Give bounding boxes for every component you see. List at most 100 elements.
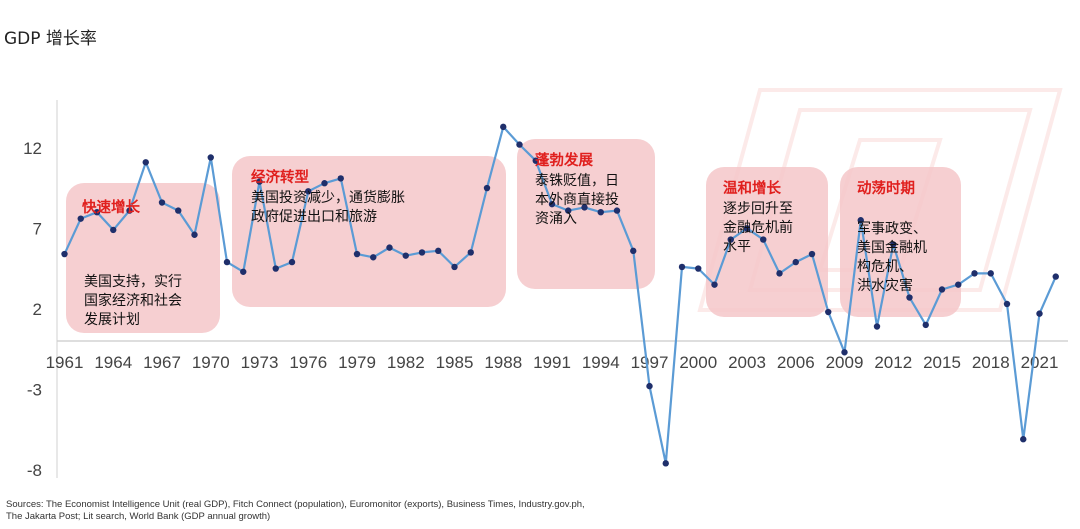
x-tick-label: 1982 xyxy=(387,353,425,372)
annotation-line: 构危机、 xyxy=(857,259,913,275)
x-tick-label: 1976 xyxy=(289,353,327,372)
data-point xyxy=(792,258,799,266)
data-point xyxy=(581,204,588,211)
data-point xyxy=(175,207,182,214)
axes: 12 7 2 -3 -8 1961 1964 1967 1970 1973 1976 1979 1982… xyxy=(23,100,1068,480)
data-point xyxy=(597,209,604,216)
data-point xyxy=(337,175,344,182)
annotation-line: 美国金融机 xyxy=(857,240,927,256)
data-point xyxy=(841,349,848,356)
x-tick-label: 1970 xyxy=(192,353,230,372)
data-point xyxy=(142,159,149,166)
data-point xyxy=(776,270,783,277)
data-point xyxy=(61,250,68,258)
data-point xyxy=(678,263,686,271)
x-tick-label: 2021 xyxy=(1021,353,1059,372)
data-point xyxy=(987,270,994,277)
series-line xyxy=(61,123,1059,467)
data-point xyxy=(613,207,621,214)
annotation-title-4: 温和增长 xyxy=(723,179,781,197)
x-tick-label: 1961 xyxy=(46,353,84,372)
annotation-box-2 xyxy=(232,156,506,307)
chart-title: GDP 增长率 xyxy=(4,29,97,49)
annotation-line: 本外商直接投 xyxy=(535,191,619,208)
data-point xyxy=(890,241,897,248)
data-point xyxy=(223,258,231,266)
data-point xyxy=(288,258,296,266)
x-tick-label: 1985 xyxy=(436,353,474,372)
x-tick-label: 1991 xyxy=(533,353,571,372)
y-tick-label: -3 xyxy=(27,380,42,399)
y-tick-label: -8 xyxy=(27,461,42,480)
data-point xyxy=(93,209,101,216)
x-tick-label: 1967 xyxy=(143,353,181,372)
source-line-2: The Jakarta Post; Lit search, World Bank… xyxy=(6,511,271,522)
data-point xyxy=(435,247,442,255)
data-point xyxy=(938,286,946,293)
annotation-line: 水平 xyxy=(723,239,751,255)
source-line-1: Sources: The Economist Intelligence Unit… xyxy=(6,499,585,510)
data-point xyxy=(548,200,556,208)
data-point xyxy=(971,270,978,277)
x-tick-label: 2018 xyxy=(972,353,1010,372)
x-tick-label: 2006 xyxy=(777,353,815,372)
data-point xyxy=(77,215,84,222)
data-point xyxy=(418,249,426,256)
annotation-line: 国家经济和社会 xyxy=(84,292,182,309)
data-point xyxy=(922,321,929,329)
annotation-line: 金融危机前 xyxy=(723,219,793,236)
x-tick-label: 1994 xyxy=(582,353,620,372)
data-point xyxy=(516,141,523,148)
data-point xyxy=(955,281,962,288)
data-point xyxy=(825,308,832,316)
annotation-box-3 xyxy=(517,139,655,289)
data-point xyxy=(256,178,263,185)
x-tick-label: 1973 xyxy=(241,353,279,372)
annotation-title-2: 经济转型 xyxy=(251,168,309,186)
annotation-line: 美国投资减少，通货膨胀 xyxy=(251,189,405,206)
data-point xyxy=(532,157,539,164)
data-point xyxy=(158,199,166,206)
data-point xyxy=(646,382,653,390)
data-point xyxy=(451,263,458,271)
data-point xyxy=(370,254,377,261)
annotation-line: 美国支持，实行 xyxy=(84,274,182,290)
x-tick-label: 1988 xyxy=(484,353,522,372)
data-point xyxy=(126,207,133,214)
data-point xyxy=(207,154,214,161)
x-tick-label: 2003 xyxy=(728,353,766,372)
data-point xyxy=(630,247,637,255)
data-point xyxy=(483,184,491,192)
data-point xyxy=(857,217,864,224)
annotation-line: 发展计划 xyxy=(84,312,140,328)
data-point xyxy=(743,225,751,232)
data-point xyxy=(500,123,507,131)
y-tick-label: 2 xyxy=(33,300,42,319)
data-point xyxy=(1036,310,1043,317)
data-point xyxy=(727,236,734,243)
data-point xyxy=(191,231,198,238)
annotation-line: 泰铢贬值，日 xyxy=(535,173,619,189)
data-point xyxy=(110,226,117,234)
data-point xyxy=(353,250,361,258)
data-point xyxy=(565,207,572,214)
annotation-title-1: 快速增长 xyxy=(82,198,140,216)
data-point xyxy=(402,252,409,259)
data-point xyxy=(272,265,279,272)
line-chart: 12 7 2 -3 -8 1961 1964 1967 1970 1973 1976 1979 1982… xyxy=(23,88,1068,480)
data-point xyxy=(1003,300,1011,308)
x-tick-label: 1997 xyxy=(631,353,669,372)
x-tick-label: 2000 xyxy=(679,353,717,372)
data-point xyxy=(321,180,328,187)
data-point xyxy=(760,236,767,243)
annotation-line: 洪水灾害 xyxy=(857,277,913,294)
x-tick-label: 2012 xyxy=(874,353,912,372)
data-point xyxy=(386,244,393,251)
annotation-title-5: 动荡时期 xyxy=(857,179,915,197)
annotation-line: 逐步回升至 xyxy=(723,201,793,217)
data-point xyxy=(1052,273,1059,280)
data-point xyxy=(1020,436,1027,443)
annotation-line: 政府促进出口和旅游 xyxy=(251,209,377,225)
data-point xyxy=(662,460,669,467)
